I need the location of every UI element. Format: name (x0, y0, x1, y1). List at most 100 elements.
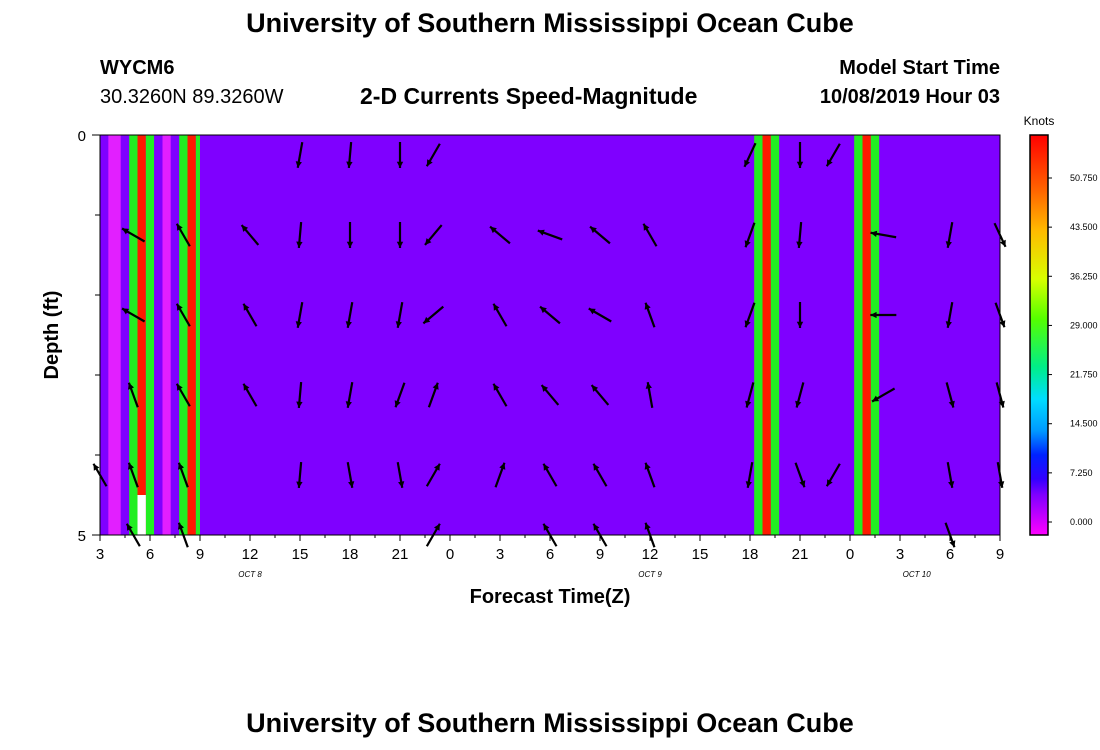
vector-head (537, 229, 545, 236)
vector-head (346, 161, 353, 168)
x-tick-label: 18 (342, 546, 359, 563)
axes: 3 6 9 12 15 18 21 0 3 6 9 12 15 18 21 0 3 6 9 OCT 8 OCT 9 OCT… (41, 128, 1004, 608)
current-vector (794, 462, 806, 488)
colorbar-scale (1029, 134, 1049, 536)
current-vector (175, 383, 191, 407)
current-vector (240, 224, 260, 246)
speed-band-6 (154, 135, 163, 535)
vector-head (744, 159, 751, 167)
current-vector (795, 382, 805, 408)
vector-head (541, 385, 549, 392)
currents-chart: 3 6 9 12 15 18 21 0 3 6 9 12 15 18 21 0 3 6 9 OCT 8 OCT 9 OCT… (41, 114, 1098, 608)
x-tick-label: 3 (96, 546, 104, 563)
current-vector (295, 302, 304, 328)
colorbar-label: 29.000 (1070, 320, 1098, 330)
vector-head (543, 523, 550, 531)
vector-head (870, 230, 878, 237)
vector-head (178, 462, 185, 470)
vector-head (540, 306, 547, 314)
vector-head (423, 316, 431, 324)
current-vector (642, 223, 658, 247)
vector-head (644, 302, 651, 310)
current-vector (745, 382, 755, 408)
current-vector (296, 221, 303, 249)
y-tick-label: 5 (78, 528, 86, 545)
vector-head (396, 241, 404, 248)
speed-band-7 (162, 135, 171, 535)
current-vector (745, 462, 754, 488)
speed-band-10 (187, 135, 196, 535)
current-vector (644, 462, 656, 488)
x-tick-label: 21 (392, 546, 409, 563)
plot-title: 2-D Currents Speed-Magnitude (360, 83, 698, 109)
speed-band-5 (145, 135, 155, 535)
vector-head (296, 241, 303, 248)
vector-head (999, 239, 1006, 247)
vector-head (588, 308, 596, 315)
current-vector (825, 143, 841, 167)
vector-head (872, 395, 880, 402)
speed-band-1 (108, 135, 121, 535)
vector-head (744, 320, 751, 328)
vector-head (176, 383, 183, 391)
current-vector (945, 382, 955, 408)
current-vector (127, 382, 139, 408)
colorbar: Knots 50.750 43.500 36.250 29.000 21.750 14.50… (1024, 114, 1098, 536)
current-vector (540, 384, 560, 406)
vector-head (796, 321, 804, 328)
station-id: WYCM6 (100, 57, 175, 79)
vector-head (744, 240, 751, 248)
vector-head (426, 159, 433, 167)
x-tick-label: 18 (742, 546, 759, 563)
vector-head (345, 321, 352, 328)
x-tick-label: 3 (496, 546, 504, 563)
vector-head (795, 400, 802, 408)
speed-band-0 (100, 135, 109, 535)
current-vector (588, 307, 612, 323)
vector-head (948, 481, 955, 488)
current-vector (296, 381, 303, 409)
current-vector (825, 463, 841, 487)
current-vector (494, 462, 506, 488)
current-vector (425, 143, 441, 167)
speed-band-8 (170, 135, 180, 535)
speed-band-11 (195, 135, 200, 535)
current-vector (121, 227, 146, 243)
current-vector (945, 302, 954, 328)
speed-band-13 (762, 135, 771, 535)
current-vector (743, 142, 757, 168)
x-tick-label: 0 (846, 546, 854, 563)
station-coords: 30.3260N 89.3260W (100, 86, 284, 108)
vector-head (591, 385, 599, 392)
x-tick-label: 0 (446, 546, 454, 563)
speed-band-16 (862, 135, 871, 535)
vector-head (295, 321, 302, 328)
current-vector (589, 225, 611, 245)
x-tick-label: 15 (692, 546, 709, 563)
current-vector (396, 142, 404, 168)
current-vector (345, 302, 354, 328)
speed-band-17 (870, 135, 880, 535)
vector-head (176, 303, 183, 311)
vector-head (593, 523, 600, 531)
vector-head (93, 463, 100, 471)
date-label: OCT 10 (903, 570, 932, 579)
vector-head (128, 382, 135, 390)
date-label: OCT 8 (238, 570, 262, 579)
current-vector (945, 222, 954, 248)
current-vector (489, 225, 511, 245)
current-vector (644, 302, 656, 328)
current-vector (492, 383, 508, 407)
vector-head (122, 228, 130, 235)
x-tick-label: 6 (546, 546, 554, 563)
x-tick-label: 9 (196, 546, 204, 563)
current-vector (492, 303, 508, 327)
vector-head (490, 226, 497, 234)
x-tick-label: 12 (242, 546, 259, 563)
current-vector (590, 384, 610, 406)
vector-head (243, 383, 250, 391)
current-vector (346, 222, 354, 248)
x-tick-label: 6 (946, 546, 954, 563)
vector-head (590, 226, 597, 234)
vector-head (826, 159, 833, 167)
